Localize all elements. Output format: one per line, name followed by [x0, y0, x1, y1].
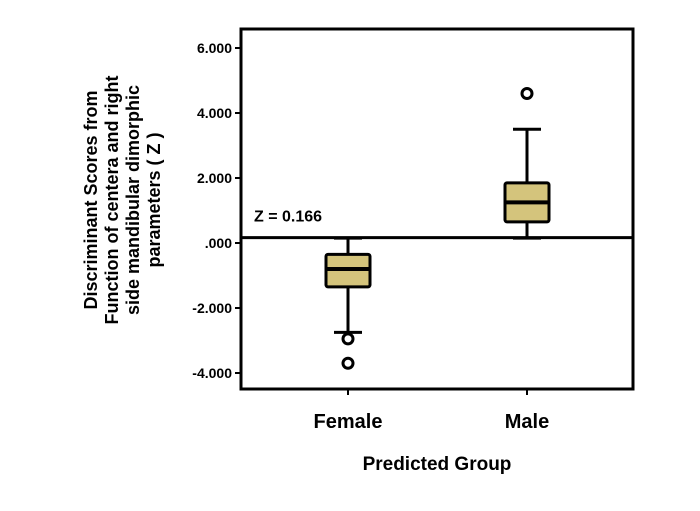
x-tick-label: Male: [505, 411, 549, 433]
y-axis-title: Discriminant Scores from Function of cen…: [81, 75, 164, 324]
outlier-point: [341, 356, 355, 370]
boxes-group: [324, 87, 551, 370]
y-axis-ticks: 6.000 4.000 2.000 .000 -2.000 -4.000: [192, 40, 241, 381]
y-tick-label: -4.000: [192, 365, 232, 381]
y-axis-title-line-4: parameters ( Z ): [144, 132, 164, 267]
y-axis-title-line-1: Discriminant Scores from: [81, 90, 101, 309]
box-male: [503, 87, 551, 240]
outlier-point: [520, 87, 534, 100]
y-axis-title-line-2: Function of centera and right: [102, 75, 122, 324]
y-tick-label: 6.000: [197, 40, 232, 56]
outlier-point: [341, 332, 355, 346]
y-tick-label: -2.000: [192, 300, 232, 316]
x-axis-title: Predicted Group: [363, 454, 512, 475]
y-tick-label: 2.000: [197, 170, 232, 186]
y-axis-title-line-3: side mandibular dimorphic: [123, 85, 143, 315]
reference-line-label: Z = 0.166: [254, 209, 322, 226]
y-tick-label: .000: [205, 235, 232, 251]
plot-area-frame: [239, 27, 635, 391]
box-female: [324, 236, 372, 370]
y-tick-label: 4.000: [197, 105, 232, 121]
x-tick-label: Female: [314, 411, 383, 433]
reference-line-group: Z = 0.166: [241, 209, 633, 240]
x-axis-categories: Female Male: [314, 389, 549, 433]
